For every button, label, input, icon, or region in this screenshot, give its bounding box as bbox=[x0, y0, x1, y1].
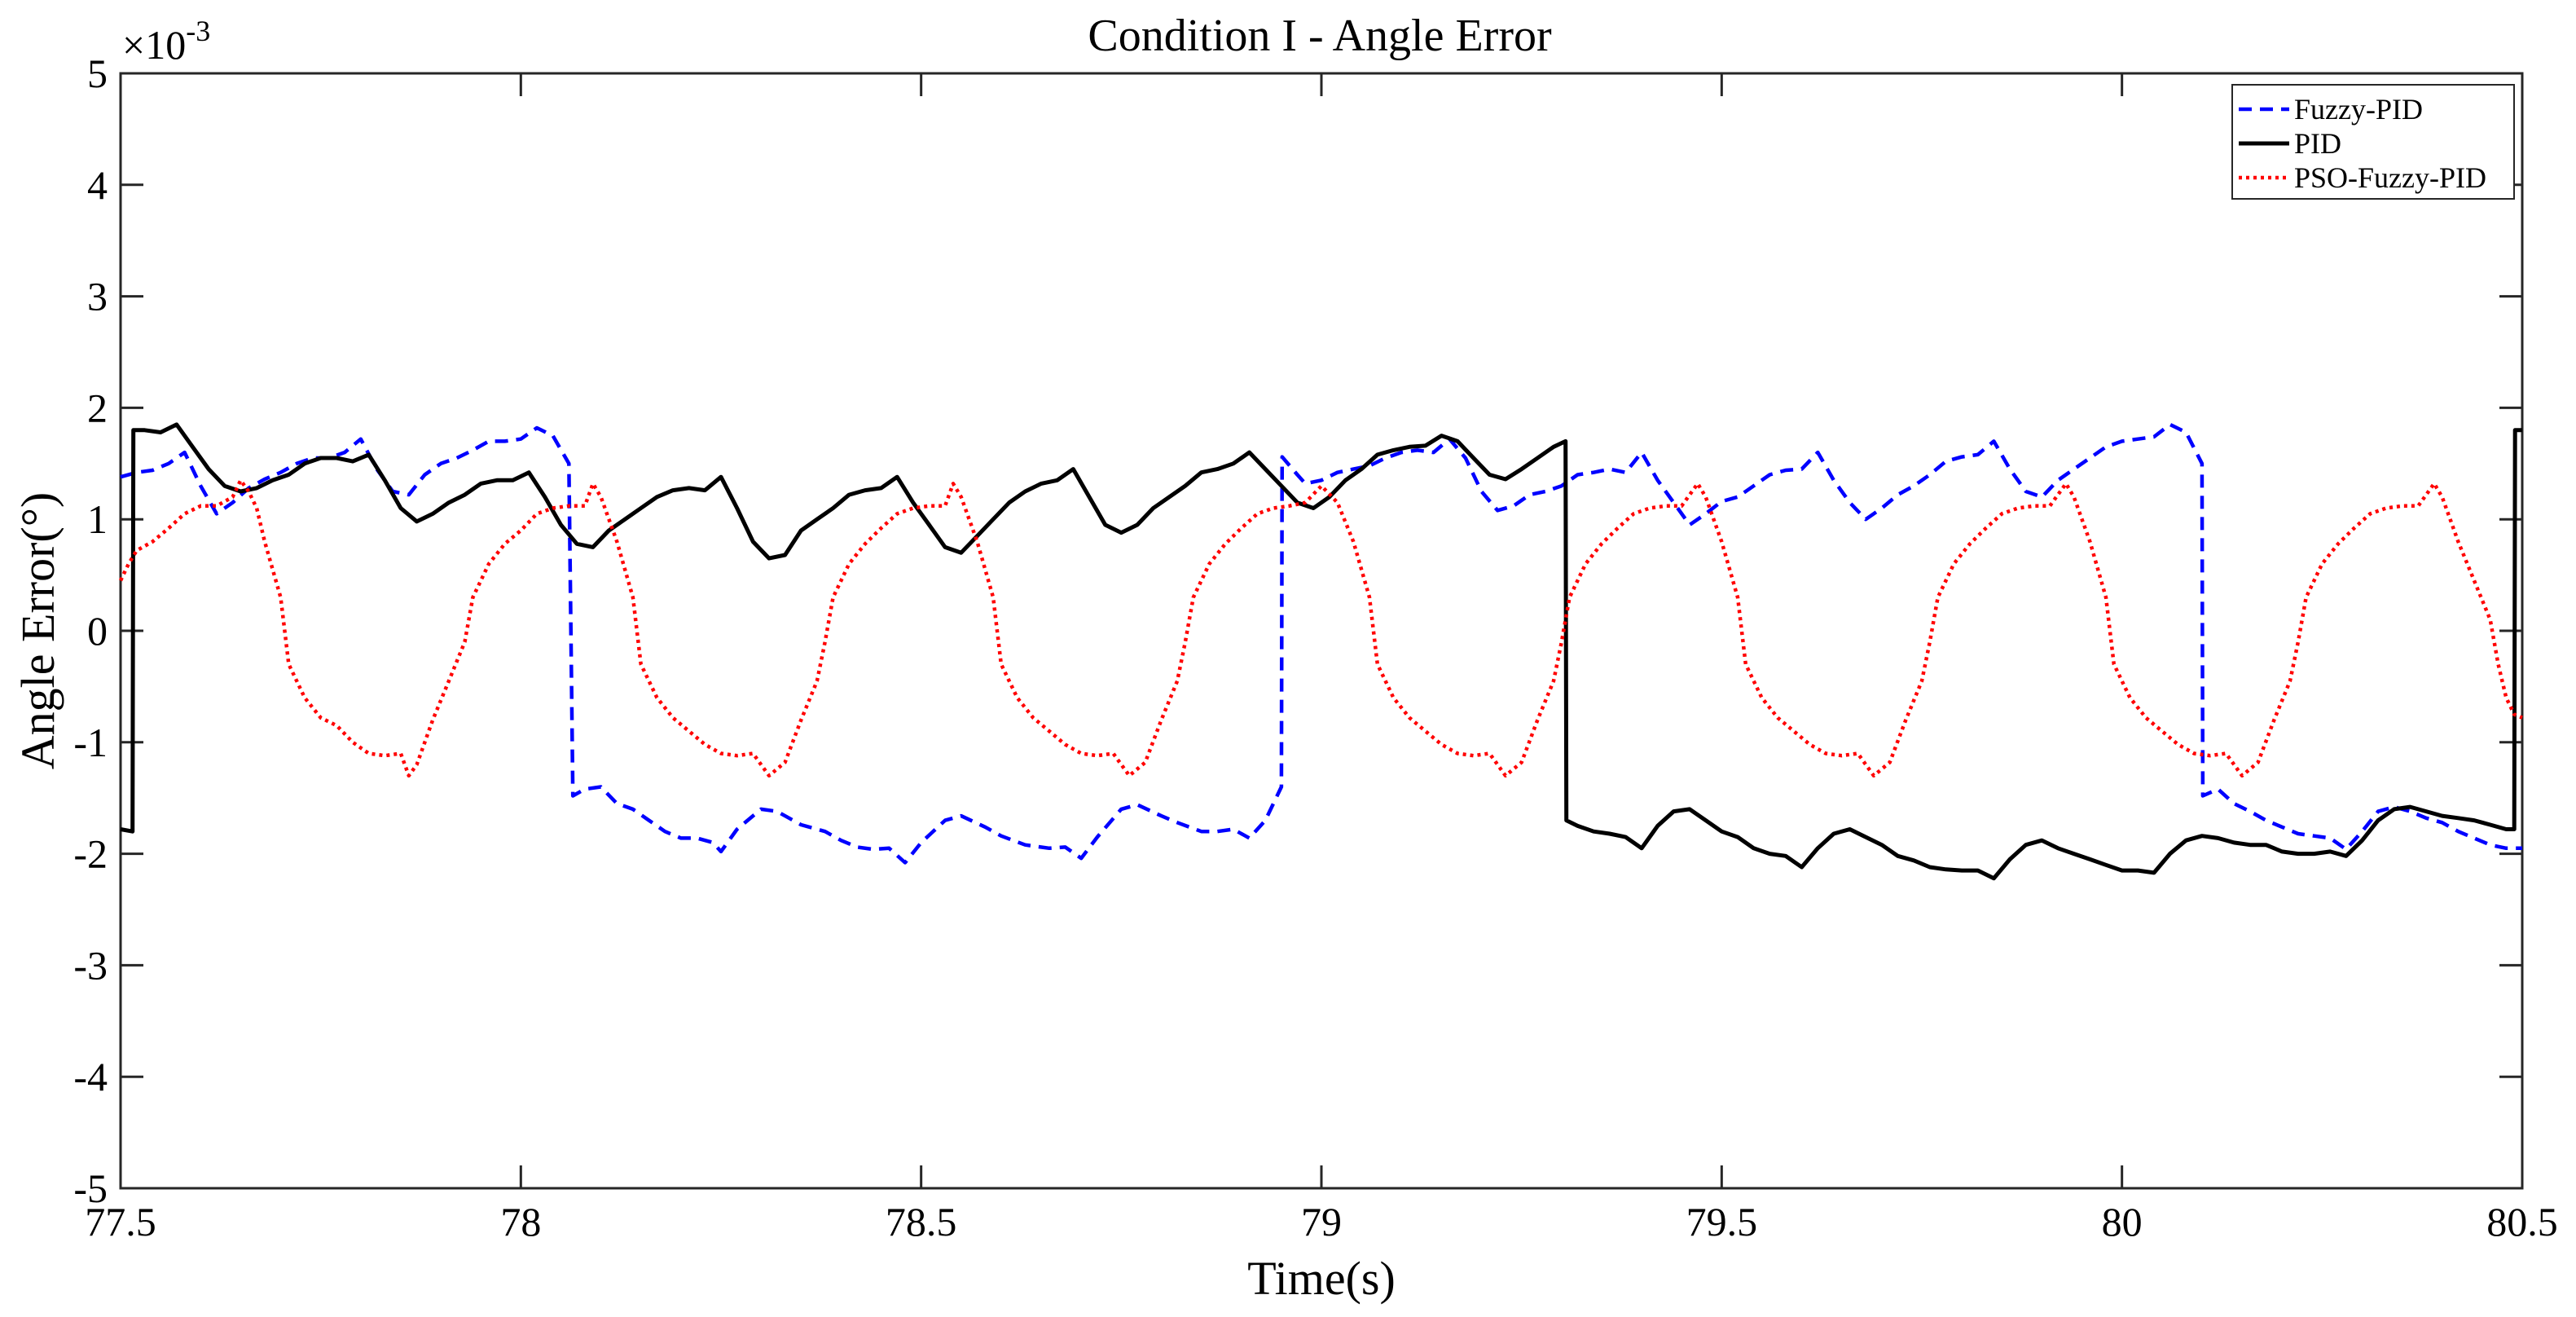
x-tick-label: 78 bbox=[500, 1199, 541, 1244]
chart-title: Condition I - Angle Error bbox=[1088, 11, 1552, 61]
y-tick-label: -1 bbox=[73, 720, 108, 765]
legend-label: PSO-Fuzzy-PID bbox=[2294, 161, 2486, 194]
svg-text:×10-3: ×10-3 bbox=[122, 15, 210, 68]
y-tick-label: 1 bbox=[87, 496, 108, 542]
x-axis: 77.5 78 78.5 79 79.5 80 80.5 bbox=[85, 73, 2558, 1244]
y-tick-label: -4 bbox=[73, 1054, 108, 1099]
legend-label: Fuzzy-PID bbox=[2294, 93, 2423, 126]
y-tick-label: 4 bbox=[87, 162, 108, 208]
y-tick-label: 0 bbox=[87, 608, 108, 654]
x-tick-label: 80 bbox=[2102, 1199, 2143, 1244]
y-tick-label: 5 bbox=[87, 51, 108, 96]
y-axis-label: Angle Error(°) bbox=[11, 492, 64, 769]
x-tick-label: 78.5 bbox=[886, 1199, 957, 1244]
series-line-pid bbox=[120, 422, 2522, 881]
exponent-power: -3 bbox=[186, 15, 210, 47]
y-tick-label: -3 bbox=[73, 942, 108, 988]
y-tick-label: -5 bbox=[73, 1165, 108, 1211]
x-tick-label: 77.5 bbox=[85, 1199, 156, 1244]
x-axis-label: Time(s) bbox=[1247, 1252, 1396, 1305]
x-tick-label: 80.5 bbox=[2486, 1199, 2558, 1244]
series-line-pso-fuzzy-pid bbox=[118, 478, 2523, 778]
y-axis-exponent: ×10-3 bbox=[122, 15, 210, 68]
exponent-base: ×10 bbox=[122, 22, 186, 68]
x-tick-label: 79 bbox=[1301, 1199, 1342, 1244]
series-lines bbox=[118, 422, 2523, 881]
x-tick-label: 79.5 bbox=[1686, 1199, 1758, 1244]
legend-label: PID bbox=[2294, 127, 2341, 160]
y-tick-label: -2 bbox=[73, 831, 108, 877]
y-tick-label: 2 bbox=[87, 385, 108, 430]
y-axis: -5 -4 -3 -2 -1 0 1 2 3 4 5 bbox=[73, 51, 2522, 1211]
y-tick-label: 3 bbox=[87, 274, 108, 319]
series-line-fuzzy-pid bbox=[120, 422, 2522, 865]
